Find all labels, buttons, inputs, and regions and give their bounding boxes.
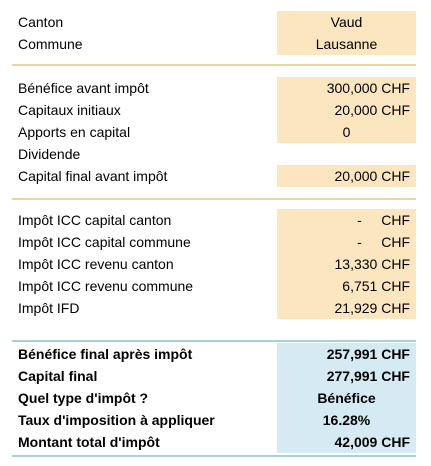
result-row: Taux d'imposition à appliquer xyxy=(12,409,416,431)
canton-row: Canton xyxy=(12,11,416,33)
result-row: Quel type d'impôt ? xyxy=(12,387,416,409)
capital-final-label: Capital final xyxy=(18,368,98,384)
tax-row: Impôt ICC revenu commune xyxy=(12,275,416,297)
icc-revenu-commune-label: Impôt ICC revenu commune xyxy=(18,278,194,294)
icc-capital-canton-label: Impôt ICC capital canton xyxy=(18,212,172,228)
tax-row: Impôt ICC revenu canton xyxy=(12,253,416,275)
commune-value-cell[interactable]: Lausanne xyxy=(277,33,416,55)
benefice-final-label: Bénéfice final après impôt xyxy=(18,346,193,362)
canton-value-cell[interactable]: Vaud xyxy=(277,11,416,33)
montant-total-value: 42,009 CHF xyxy=(277,431,416,453)
taux-imposition-value: 16.28% xyxy=(277,409,416,431)
icc-capital-canton-value: - CHF xyxy=(277,209,416,231)
type-impot-label: Quel type d'impôt ? xyxy=(18,390,149,406)
separator xyxy=(12,340,416,342)
separator xyxy=(12,198,416,200)
canton-label: Canton xyxy=(18,14,64,30)
result-row: Montant total d'impôt xyxy=(12,431,416,453)
icc-revenu-commune-value: 6,751 CHF xyxy=(277,275,416,297)
montant-total-label: Montant total d'impôt xyxy=(18,434,160,450)
icc-revenu-canton-label: Impôt ICC revenu canton xyxy=(18,256,174,272)
capital-final-value: 277,991 CHF xyxy=(277,365,416,387)
capitaux-initiaux-label: Capitaux initiaux xyxy=(18,102,121,118)
benefice-final-value: 257,991 CHF xyxy=(277,343,416,365)
result-row: Bénéfice final après impôt xyxy=(12,343,416,365)
separator xyxy=(12,455,416,457)
dividende-value[interactable] xyxy=(277,143,416,165)
commune-row: Commune xyxy=(12,33,416,55)
input-row: Dividende xyxy=(12,143,416,165)
capitaux-initiaux-value[interactable]: 20,000 CHF xyxy=(277,99,416,121)
tax-row: Impôt ICC capital canton xyxy=(12,209,416,231)
apports-en-capital-value[interactable]: 0 xyxy=(277,121,416,143)
input-row: Capital final avant impôt xyxy=(12,165,416,187)
separator xyxy=(12,64,416,66)
benefice-avant-impot-label: Bénéfice avant impôt xyxy=(18,80,149,96)
capital-final-avant-impot-label: Capital final avant impôt xyxy=(18,168,168,184)
capital-final-avant-impot-value[interactable]: 20,000 CHF xyxy=(277,165,416,187)
ifd-label: Impôt IFD xyxy=(18,300,80,316)
result-row: Capital final xyxy=(12,365,416,387)
input-row: Apports en capital xyxy=(12,121,416,143)
input-row: Capitaux initiaux xyxy=(12,99,416,121)
benefice-avant-impot-value[interactable]: 300,000 CHF xyxy=(277,77,416,99)
icc-revenu-canton-value: 13,330 CHF xyxy=(277,253,416,275)
apports-en-capital-label: Apports en capital xyxy=(18,124,131,140)
input-row: Bénéfice avant impôt xyxy=(12,77,416,99)
tax-row: Impôt ICC capital commune xyxy=(12,231,416,253)
taux-imposition-label: Taux d'imposition à appliquer xyxy=(18,412,215,428)
type-impot-value: Bénéfice xyxy=(277,387,416,409)
icc-capital-commune-label: Impôt ICC capital commune xyxy=(18,234,191,250)
dividende-label: Dividende xyxy=(18,146,81,162)
icc-capital-commune-value: - CHF xyxy=(277,231,416,253)
commune-label: Commune xyxy=(18,36,83,52)
ifd-value: 21,929 CHF xyxy=(277,297,416,319)
tax-row: Impôt IFD xyxy=(12,297,416,319)
